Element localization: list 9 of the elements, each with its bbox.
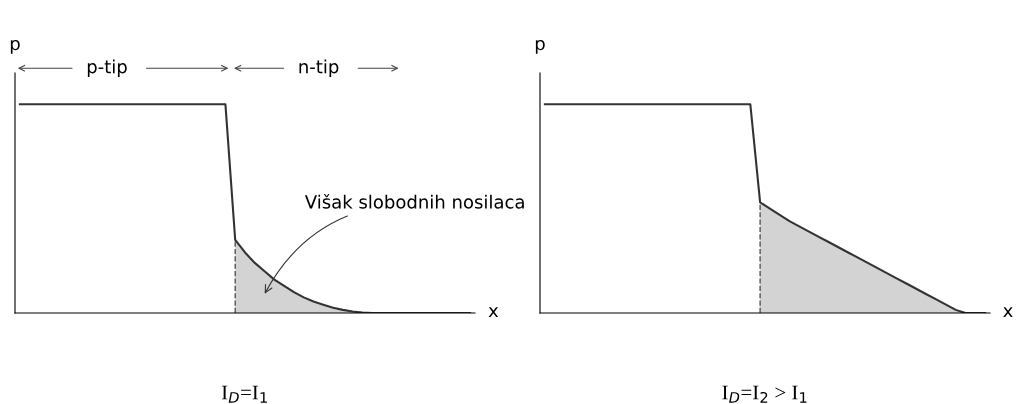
x-axis-title: x <box>1003 307 1013 318</box>
text: p-tip <box>87 59 127 77</box>
text: I$_{D}$=I$_{2}$ > I$_{1}$ <box>722 385 807 403</box>
text: n-tip <box>299 59 339 77</box>
y-axis-title: p <box>10 39 20 54</box>
x-axis-title: x <box>488 307 499 318</box>
text: I$_{D}$=I$_{1}$ <box>221 385 267 403</box>
annotation: Višak slobodnih nosilaca <box>304 194 524 209</box>
y-axis-title: p <box>535 39 545 54</box>
